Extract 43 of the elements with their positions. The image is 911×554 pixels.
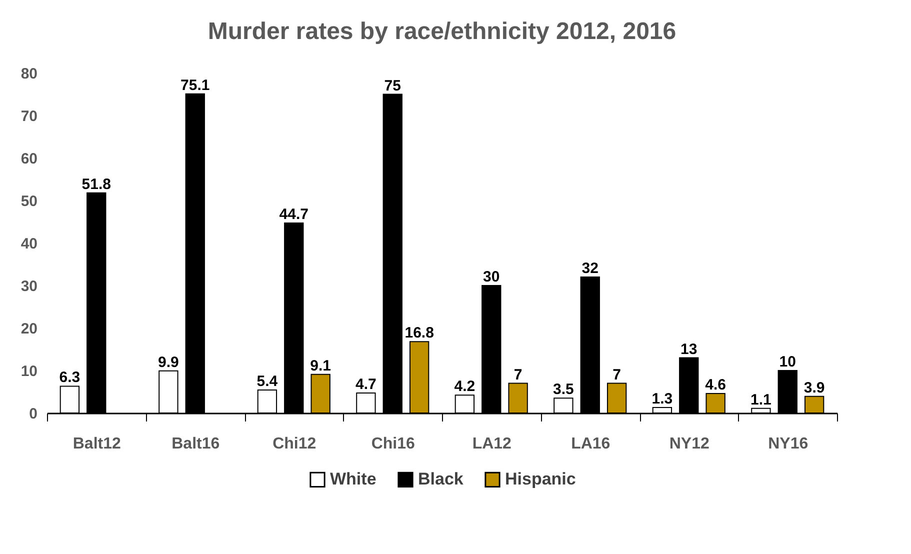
- data-label: 75: [384, 77, 401, 94]
- data-label: 32: [582, 260, 598, 277]
- data-label: 3.9: [804, 379, 825, 396]
- y-tick-label: 30: [20, 278, 38, 295]
- data-label: 4.7: [356, 376, 376, 394]
- y-tick-label: 50: [20, 193, 38, 210]
- data-label: 30: [483, 268, 500, 286]
- x-tick-label: NY12: [669, 436, 710, 452]
- y-tick-label: 0: [29, 406, 38, 422]
- x-tick-label: LA12: [472, 436, 512, 452]
- data-label: 7: [514, 366, 522, 384]
- data-label: 6.3: [59, 369, 80, 386]
- x-tick-label: Balt16: [172, 436, 220, 452]
- legend-label: Hispanic: [505, 470, 576, 489]
- legend-label: White: [330, 470, 376, 489]
- data-label: 16.8: [404, 324, 434, 342]
- data-label: 13: [680, 340, 698, 358]
- data-label: 9.9: [158, 354, 179, 371]
- x-tick-label: Chi16: [371, 436, 416, 452]
- data-label: 44.7: [279, 206, 308, 224]
- y-tick-label: 10: [20, 363, 38, 380]
- x-tick-label: Balt12: [72, 436, 121, 452]
- data-label: 4.6: [705, 376, 726, 394]
- data-label: 1.1: [750, 391, 772, 408]
- y-tick-label: 40: [20, 236, 38, 252]
- data-label: 4.2: [454, 378, 476, 396]
- data-label: 9.1: [310, 357, 331, 374]
- data-label: 1.3: [652, 390, 673, 408]
- x-tick-label: NY16: [768, 436, 808, 452]
- legend-label: Black: [418, 470, 464, 489]
- y-tick-label: 20: [20, 320, 38, 338]
- y-tick-label: 70: [20, 108, 38, 125]
- data-label: 7: [612, 366, 621, 384]
- y-tick-label: 60: [20, 150, 38, 168]
- x-tick-label: Chi12: [272, 436, 316, 452]
- data-label: 5.4: [256, 373, 278, 390]
- data-label: 75.1: [180, 76, 210, 94]
- x-tick-label: LA16: [571, 436, 610, 452]
- y-tick-label: 80: [20, 66, 38, 82]
- chart-title: Murder rates by race/ethnicity 2012, 2016: [208, 18, 676, 45]
- data-label: 3.5: [553, 381, 574, 398]
- data-label: 10: [779, 354, 796, 370]
- data-label: 51.8: [82, 176, 111, 193]
